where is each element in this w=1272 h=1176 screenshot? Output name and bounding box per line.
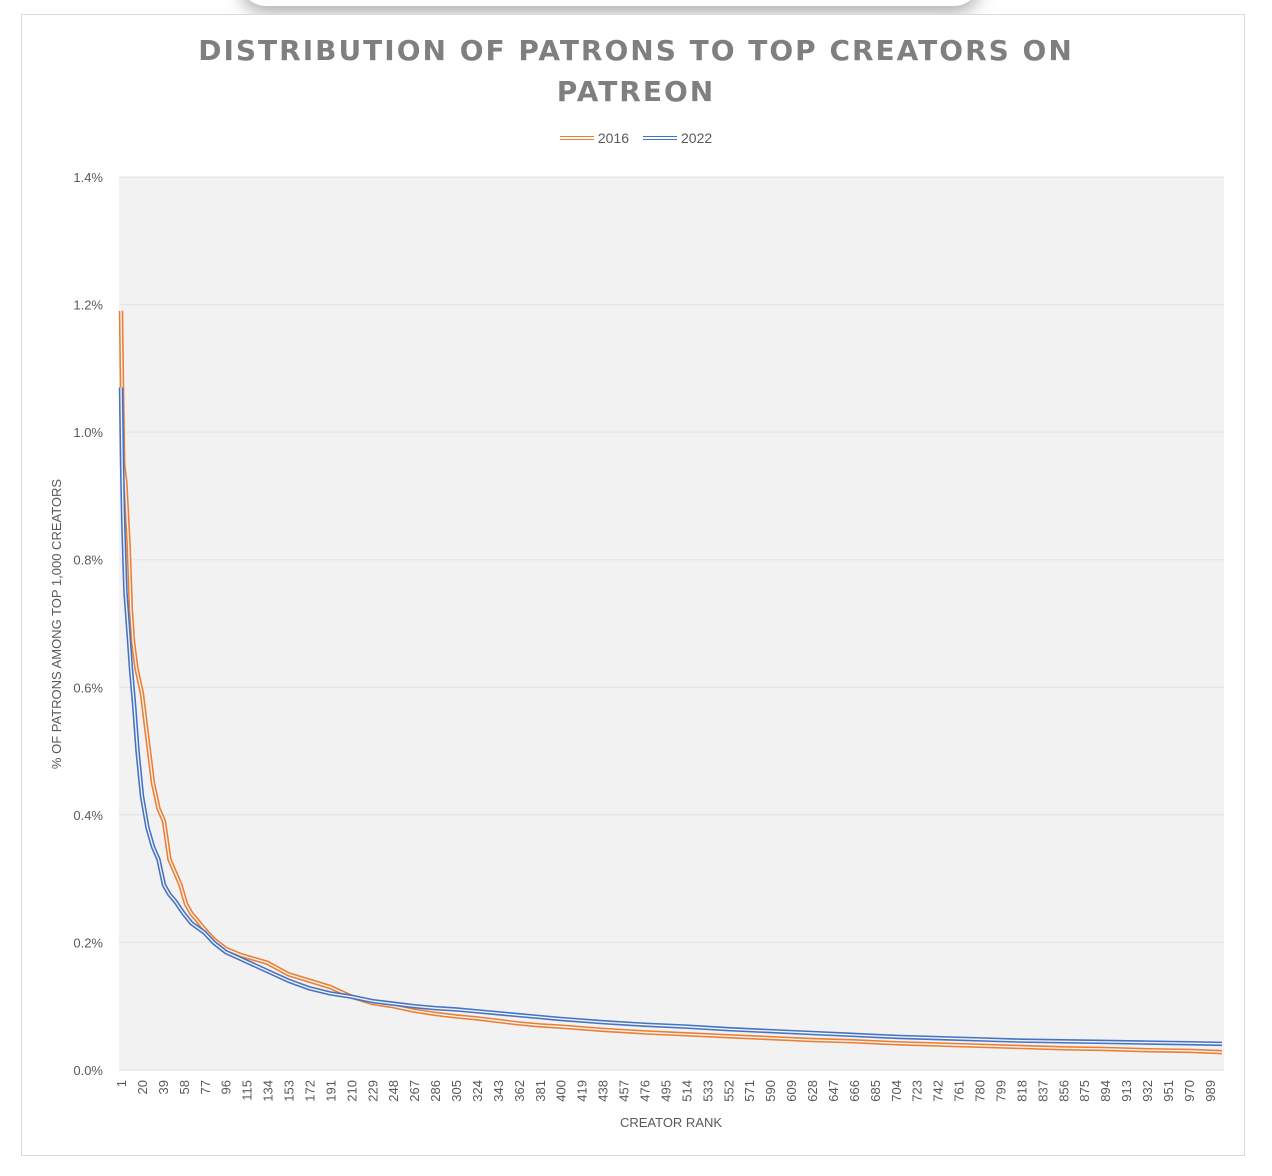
- series-lines: [118, 310, 1223, 1055]
- x-tick-label: 20: [135, 1080, 150, 1094]
- x-tick-label: 837: [1035, 1080, 1050, 1102]
- y-axis-title: % OF PATRONS AMONG TOP 1,000 CREATORS: [49, 479, 64, 769]
- series-2022: [118, 387, 1223, 1047]
- x-tick-label: 799: [993, 1080, 1008, 1102]
- x-tick-label: 818: [1014, 1080, 1029, 1102]
- x-tick-label: 457: [617, 1080, 632, 1102]
- x-tick-label: 742: [931, 1080, 946, 1102]
- legend-label-2022: 2022: [681, 130, 713, 146]
- x-tick-label: 39: [156, 1080, 171, 1094]
- chart-title-line-1: DISTRIBUTION OF PATRONS TO TOP CREATORS …: [198, 34, 1074, 67]
- x-axis-ticks: 1 20 39 58 77 96 115 134 153 172 191 210 229 248 267 28…: [114, 1080, 1218, 1102]
- x-tick-label: 970: [1182, 1080, 1197, 1102]
- x-tick-label: 381: [533, 1080, 548, 1102]
- x-tick-label: 115: [240, 1080, 255, 1101]
- legend-label-2016: 2016: [597, 130, 629, 146]
- x-tick-label: 628: [805, 1080, 820, 1102]
- x-tick-label: 210: [344, 1080, 359, 1102]
- x-tick-label: 533: [700, 1080, 715, 1102]
- y-axis-ticks: 0.0% 0.2% 0.4% 0.6% 0.8% 1.0% 1.2% 1.4%: [73, 170, 103, 1078]
- series-line-inner-2016: [120, 310, 1223, 1053]
- x-tick-label: 343: [491, 1080, 506, 1102]
- x-tick-label: 419: [575, 1080, 590, 1102]
- chart-title: DISTRIBUTION OF PATRONS TO TOP CREATORS …: [0, 30, 1272, 112]
- y-tick-label: 1.0%: [73, 425, 103, 440]
- x-tick-label: 229: [365, 1080, 380, 1102]
- x-tick-label: 856: [1056, 1080, 1071, 1102]
- chart-title-line-2: PATREON: [556, 75, 716, 108]
- x-tick-label: 932: [1140, 1080, 1155, 1102]
- series-line-inner-2022: [120, 387, 1223, 1045]
- x-tick-label: 96: [219, 1080, 234, 1094]
- x-axis-title: CREATOR RANK: [620, 1115, 722, 1130]
- x-tick-label: 894: [1098, 1080, 1113, 1102]
- series-2016: [118, 310, 1223, 1055]
- window-shadow: [240, 0, 980, 6]
- legend-swatch-2022: [643, 136, 677, 140]
- x-tick-label: 305: [449, 1080, 464, 1102]
- x-tick-label: 514: [679, 1080, 694, 1102]
- x-tick-label: 248: [386, 1080, 401, 1102]
- x-tick-label: 875: [1077, 1080, 1092, 1102]
- x-tick-label: 172: [302, 1080, 317, 1102]
- x-tick-label: 324: [470, 1080, 485, 1102]
- x-tick-label: 267: [407, 1080, 422, 1102]
- x-tick-label: 58: [177, 1080, 192, 1094]
- x-tick-label: 590: [763, 1080, 778, 1102]
- legend-item-2016: 2016: [559, 130, 629, 146]
- x-tick-label: 400: [554, 1080, 569, 1102]
- x-tick-label: 685: [868, 1080, 883, 1102]
- x-tick-label: 191: [323, 1080, 338, 1102]
- x-tick-label: 989: [1203, 1080, 1218, 1102]
- x-tick-label: 780: [973, 1080, 988, 1102]
- x-tick-label: 666: [847, 1080, 862, 1102]
- x-tick-label: 77: [198, 1080, 213, 1094]
- plot-area: [119, 177, 1224, 1070]
- legend-item-2022: 2022: [643, 130, 712, 146]
- x-tick-label: 286: [428, 1080, 443, 1102]
- y-tick-label: 0.8%: [73, 553, 103, 568]
- chart-legend: 2016 2022: [0, 130, 1272, 146]
- x-tick-label: 134: [261, 1080, 276, 1102]
- x-tick-label: 1: [114, 1080, 129, 1087]
- y-tick-label: 1.4%: [73, 170, 103, 185]
- y-tick-label: 1.2%: [73, 298, 103, 313]
- x-tick-label: 495: [658, 1080, 673, 1102]
- x-tick-label: 362: [512, 1080, 527, 1102]
- x-tick-label: 552: [721, 1080, 736, 1102]
- x-tick-label: 571: [742, 1080, 757, 1102]
- x-tick-label: 438: [596, 1080, 611, 1102]
- y-tick-label: 0.4%: [73, 808, 103, 823]
- x-tick-label: 704: [889, 1080, 904, 1102]
- x-tick-label: 647: [826, 1080, 841, 1102]
- y-tick-label: 0.2%: [73, 935, 103, 950]
- x-tick-label: 609: [784, 1080, 799, 1102]
- x-tick-label: 723: [910, 1080, 925, 1102]
- x-tick-label: 476: [637, 1080, 652, 1102]
- legend-swatch-2016: [559, 136, 594, 140]
- x-tick-label: 761: [952, 1080, 967, 1102]
- y-tick-label: 0.0%: [73, 1063, 103, 1078]
- y-tick-label: 0.6%: [73, 680, 103, 695]
- gridlines: [119, 176, 1224, 1071]
- x-tick-label: 913: [1119, 1080, 1134, 1102]
- x-tick-label: 153: [282, 1080, 297, 1102]
- x-tick-label: 951: [1161, 1080, 1176, 1102]
